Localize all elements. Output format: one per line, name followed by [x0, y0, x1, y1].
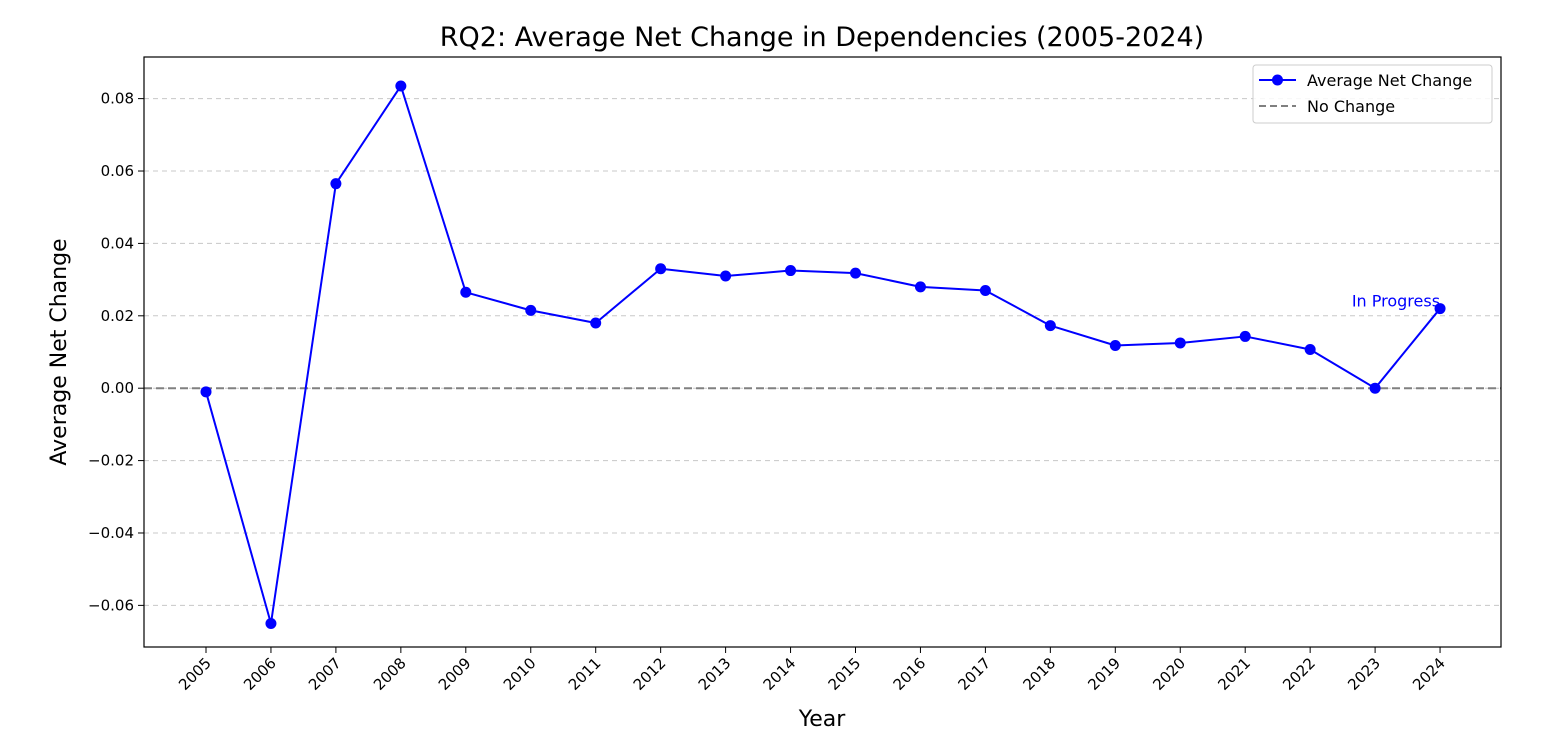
data-point	[200, 386, 212, 398]
y-axis-ticks: −0.06 −0.04 −0.02 0.00 0.02 0.04 0.06 0.08	[88, 90, 144, 614]
data-point	[1109, 339, 1121, 351]
plot-frame	[143, 56, 1502, 648]
data-point	[395, 80, 407, 92]
data-point	[1239, 330, 1251, 342]
y-tick-label: 0.00	[101, 379, 134, 397]
legend: Average Net Change No Change	[1252, 64, 1493, 124]
data-point	[720, 270, 732, 282]
data-point	[979, 284, 991, 296]
series-line	[205, 84, 1441, 625]
data-point	[850, 267, 861, 279]
data-point	[590, 317, 602, 329]
series-layer	[200, 80, 1446, 629]
y-tick-label: 0.04	[101, 234, 134, 252]
legend-series-marker	[1272, 74, 1283, 86]
y-tick-label: −0.02	[88, 452, 134, 470]
chart-title: RQ2: Average Net Change in Dependencies …	[440, 22, 1204, 53]
legend-box	[1252, 64, 1493, 124]
data-point	[330, 178, 342, 190]
y-tick-label: −0.04	[88, 524, 134, 542]
data-point	[525, 304, 537, 316]
y-axis-title: Average Net Change	[47, 238, 72, 465]
y-tick-label: 0.02	[101, 307, 134, 325]
x-axis-title: Year	[798, 707, 847, 732]
annotation-in-progress: In Progress	[1352, 292, 1440, 311]
data-point	[655, 263, 667, 275]
data-point	[1174, 337, 1186, 349]
data-point	[785, 265, 797, 277]
data-point	[460, 286, 472, 298]
y-tick-label: 0.06	[101, 162, 134, 180]
data-point	[1044, 320, 1056, 332]
data-point	[914, 281, 926, 293]
y-tick-label: 0.08	[101, 90, 134, 108]
y-tick-label: −0.06	[88, 596, 134, 614]
data-point	[1434, 303, 1446, 315]
legend-label-no-change: No Change	[1307, 97, 1395, 116]
data-point	[1304, 343, 1316, 355]
data-point	[1369, 382, 1381, 394]
data-point	[265, 617, 277, 629]
legend-label-average-net-change: Average Net Change	[1307, 71, 1472, 90]
